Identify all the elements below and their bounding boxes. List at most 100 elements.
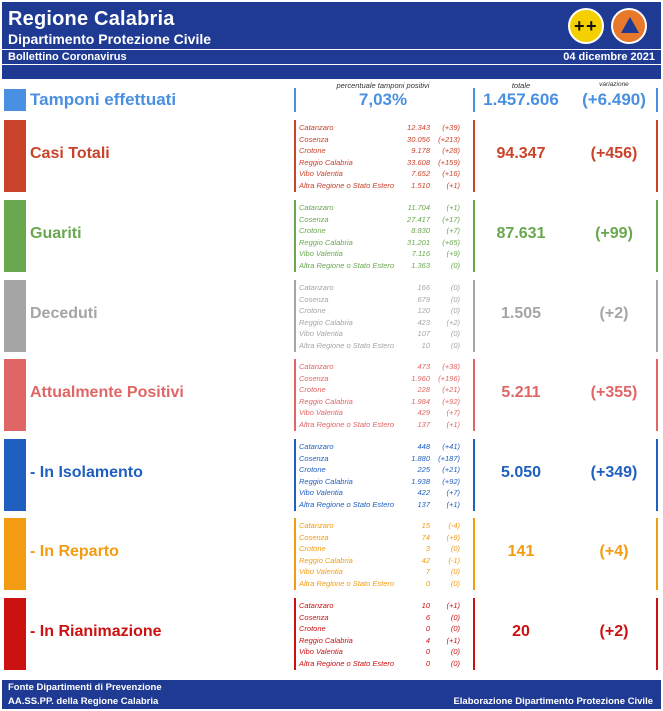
divider (473, 598, 475, 670)
province-value: 429 (417, 408, 430, 418)
province-name: Crotone (299, 146, 326, 156)
section-color-bar (4, 280, 26, 352)
divider (656, 280, 658, 352)
province-name: Reggio Calabria (299, 237, 353, 247)
table-row: Crotone 0 (0) (296, 623, 468, 635)
province-delta: (0) (450, 612, 460, 622)
table-row: Catanzaro 10 (+1) (296, 600, 468, 612)
province-name: Altra Regione o Stato Estero (299, 658, 395, 668)
province-value: 31.201 (407, 237, 430, 247)
province-delta: (+2) (446, 317, 460, 327)
province-value: 448 (417, 442, 430, 451)
section-variation: (+99) (595, 225, 633, 242)
province-delta: (+7) (446, 488, 460, 498)
table-row: Cosenza 6 (0) (296, 612, 468, 624)
tamponi-color-bar (4, 89, 26, 111)
province-name: Crotone (299, 385, 326, 395)
province-delta: (0) (450, 544, 460, 554)
province-delta: (+159) (438, 157, 460, 167)
section-label: Attualmente Positivi (30, 384, 184, 401)
province-value: 7 (425, 567, 430, 577)
column-header-total: totale (511, 81, 531, 90)
divider (473, 359, 475, 431)
province-name: Altra Regione o Stato Estero (299, 180, 395, 190)
province-value: 30.056 (407, 134, 430, 144)
table-row: Vibo Valentia 7.652 (+16) (296, 168, 468, 180)
section-label: - In Rianimazione (30, 623, 162, 640)
table-row: Cosenza 1.960 (+196) (296, 373, 468, 385)
province-value: 1.510 (411, 180, 430, 190)
province-value: 12.343 (407, 123, 430, 132)
province-delta: (+1) (446, 499, 460, 509)
section-4: - In Isolamento Catanzaro 448 (+41) Cosenza 1… (0, 439, 663, 511)
province-delta: (0) (450, 578, 460, 588)
table-row: Catanzaro 15 (-4) (296, 520, 468, 532)
divider (294, 359, 296, 431)
province-name: Cosenza (299, 214, 329, 224)
divider (294, 120, 296, 192)
province-delta: (0) (450, 340, 460, 350)
province-delta: (+38) (442, 362, 460, 371)
province-name: Crotone (299, 226, 326, 236)
table-row: Reggio Calabria 33.608 (+159) (296, 157, 468, 169)
province-name: Catanzaro (299, 442, 334, 451)
section-total: 141 (507, 543, 535, 560)
section-total: 87.631 (496, 225, 546, 242)
province-name: Crotone (299, 306, 326, 316)
table-row: Altra Regione o Stato Estero 0 (0) (296, 578, 468, 590)
province-delta: (+213) (438, 134, 460, 144)
divider (656, 598, 658, 670)
province-value: 0 (425, 647, 430, 657)
province-value: 137 (417, 419, 430, 429)
table-row: Reggio Calabria 42 (-1) (296, 555, 468, 567)
province-value: 679 (417, 294, 430, 304)
province-name: Reggio Calabria (299, 555, 353, 565)
divider (294, 439, 296, 511)
tamponi-label: Tamponi effettuati (30, 90, 177, 109)
divider (656, 88, 658, 112)
tamponi-percent: 7,03% (358, 90, 408, 109)
province-delta: (+39) (442, 123, 460, 132)
table-row: Crotone 228 (+21) (296, 384, 468, 396)
province-value: 7.652 (411, 169, 430, 179)
table-row: Altra Regione o Stato Estero 0 (0) (296, 658, 468, 670)
province-table: Catanzaro 448 (+41) Cosenza 1.880 (+187) Croto… (296, 441, 468, 511)
bulletin-bar: Bollettino Coronavirus 04 dicembre 2021 (2, 50, 661, 64)
province-delta: (0) (450, 283, 460, 292)
province-delta: (-1) (448, 555, 460, 565)
province-value: 1.960 (411, 373, 430, 383)
divider (473, 120, 475, 192)
province-table: Catanzaro 15 (-4) Cosenza 74 (+9) Crotone 3 (0) R… (296, 520, 468, 590)
province-name: Cosenza (299, 373, 329, 383)
section-variation: (+4) (599, 543, 629, 560)
bulletin-date: 04 dicembre 2021 (563, 51, 655, 63)
province-value: 9.178 (411, 146, 430, 156)
province-value: 11.704 (407, 203, 430, 212)
province-name: Reggio Calabria (299, 635, 353, 645)
section-total: 5.050 (500, 464, 542, 481)
table-row: Reggio Calabria 31.201 (+65) (296, 237, 468, 249)
divider (656, 518, 658, 590)
section-0: Casi Totali Catanzaro 12.343 (+39) Cosenza 30… (0, 120, 663, 192)
table-row: Vibo Valentia 107 (0) (296, 328, 468, 340)
table-row: Altra Regione o Stato Estero 1.510 (+1) (296, 180, 468, 192)
divider-strip (2, 65, 661, 79)
province-delta: (+92) (442, 396, 460, 406)
table-row: Catanzaro 12.343 (+39) (296, 122, 468, 134)
section-color-bar (4, 439, 26, 511)
province-delta: (0) (450, 647, 460, 657)
section-3: Attualmente Positivi Catanzaro 473 (+38) Cos… (0, 359, 663, 431)
section-total: 5.211 (501, 384, 541, 401)
province-name: Crotone (299, 544, 326, 554)
province-value: 0 (425, 578, 430, 588)
tamponi-total: 1.457.606 (483, 90, 559, 109)
province-value: 1.984 (411, 396, 430, 406)
province-name: Vibo Valentia (299, 488, 343, 498)
divider (473, 439, 475, 511)
divider (294, 518, 296, 590)
province-delta: (+187) (438, 453, 460, 463)
province-name: Catanzaro (299, 203, 334, 212)
section-2: Deceduti Catanzaro 166 (0) Cosenza 679 (0) Crot… (0, 280, 663, 352)
province-table: Catanzaro 12.343 (+39) Cosenza 30.056 (+213) C… (296, 122, 468, 192)
section-variation: (+355) (590, 384, 638, 401)
